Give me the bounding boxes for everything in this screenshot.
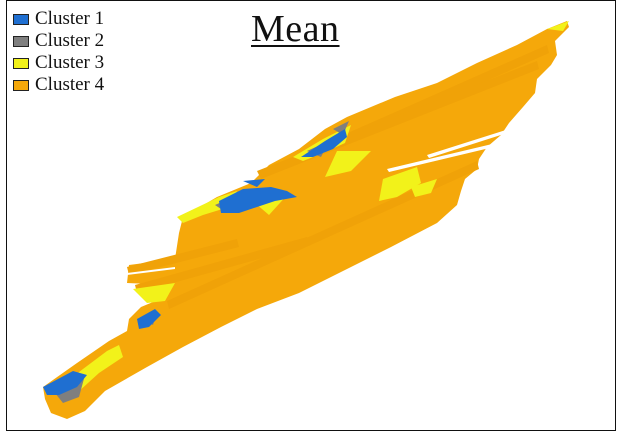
legend-item-cluster-4: Cluster 4 (13, 74, 104, 96)
legend-label: Cluster 4 (35, 74, 105, 95)
cluster-map (43, 21, 569, 419)
legend-label: Cluster 3 (35, 52, 105, 73)
legend-item-cluster-3: Cluster 3 (13, 52, 104, 74)
map-title: Mean (251, 8, 340, 50)
cluster-4-swatch (13, 79, 29, 91)
cluster-2-swatch (13, 35, 29, 47)
cluster-1-region (43, 129, 347, 395)
legend: Cluster 1 Cluster 2 Cluster 3 Cluster 4 (13, 8, 104, 96)
legend-label: Cluster 1 (35, 8, 105, 29)
legend-item-cluster-1: Cluster 1 (13, 8, 104, 30)
legend-label: Cluster 2 (35, 30, 105, 51)
cluster-4-region (43, 21, 569, 419)
cluster-3-swatch (13, 57, 29, 69)
map-frame: Cluster 1 Cluster 2 Cluster 3 Cluster 4 … (6, 0, 616, 431)
legend-item-cluster-2: Cluster 2 (13, 30, 104, 52)
cluster-1-swatch (13, 13, 29, 25)
